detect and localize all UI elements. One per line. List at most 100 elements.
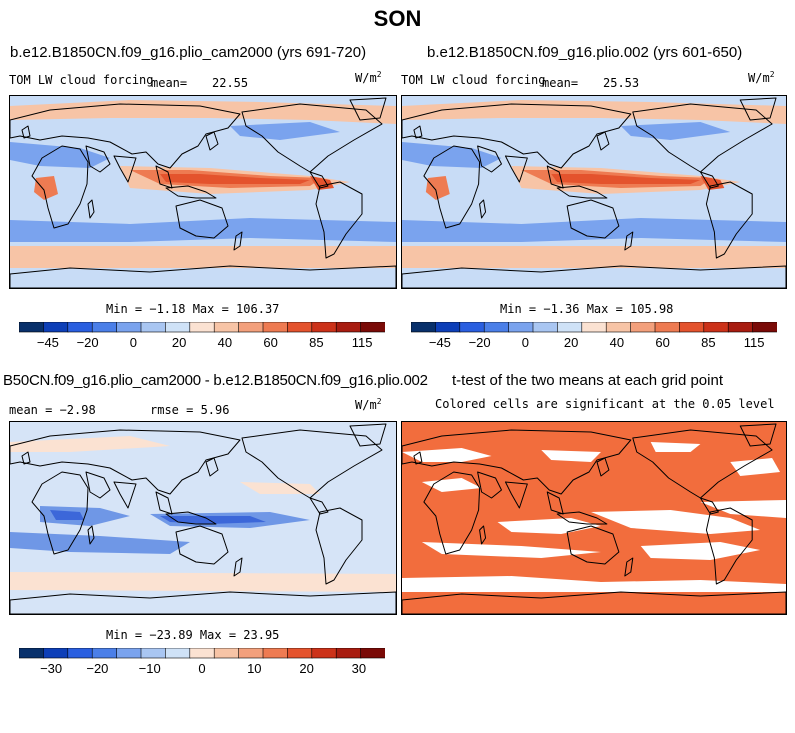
non-significant-region	[421, 542, 601, 558]
coastline-uk	[21, 125, 31, 139]
coastline-central-america	[699, 497, 719, 515]
colorbar-swatch	[238, 647, 264, 659]
panel1-min-max: Min = −1.18 Max = 106.37	[106, 302, 280, 316]
panel1-mean-value: 22.55	[212, 76, 249, 90]
colorbar-swatch	[67, 647, 93, 659]
coastline-greenland	[739, 97, 777, 121]
coastline-arabia	[477, 145, 502, 173]
colorbar-tick-label: 0	[130, 335, 137, 350]
colorbar-swatch	[360, 647, 386, 659]
coastline-south-america	[705, 181, 753, 259]
cloud-forcing-region	[620, 122, 731, 140]
coastline-africa	[31, 145, 89, 229]
coastline-india	[113, 155, 137, 183]
non-significant-region	[700, 500, 786, 518]
colorbar-swatch	[213, 647, 240, 659]
difference-region	[240, 482, 320, 494]
coastline-africa	[423, 145, 481, 229]
colorbar-swatch	[116, 647, 142, 659]
panel2-variable: TOM LW cloud forcing	[401, 73, 546, 87]
colorbar-swatch	[605, 321, 632, 333]
coastline-antarctica	[402, 591, 786, 614]
cloud-forcing-region	[10, 218, 396, 242]
coastline-se-asia	[155, 165, 173, 189]
colorbar-swatch	[727, 321, 754, 333]
coastline-new-zealand	[624, 557, 634, 577]
colorbar-tick-label: −20	[469, 335, 491, 350]
coastline-greenland	[349, 97, 387, 121]
figure-title: SON	[373, 6, 422, 31]
colorbar-swatch	[262, 321, 289, 333]
coastline-new-zealand	[233, 557, 243, 577]
coastline-antarctica	[402, 265, 786, 288]
colorbar-swatch	[581, 321, 608, 333]
coastline-australia	[566, 525, 620, 565]
colorbar-tick-label: 60	[655, 335, 669, 350]
coastline-japan	[205, 131, 219, 151]
panel1-map	[9, 95, 397, 289]
panel3-map	[9, 421, 397, 615]
colorbar-swatch	[165, 647, 191, 659]
cloud-forcing-region	[34, 176, 58, 200]
coastline-madagascar	[87, 525, 95, 545]
colorbar-swatch	[287, 321, 313, 333]
cloud-forcing-region	[402, 218, 786, 242]
panel1-mean-label: mean=	[151, 76, 188, 90]
colorbar-swatch	[189, 647, 216, 659]
coastline-arabia	[85, 471, 111, 499]
cloud-forcing-region	[402, 100, 786, 124]
colorbar-swatch	[165, 321, 191, 333]
panel3-title: B50CN.f09_g16.plio_cam2000 - b.e12.B1850…	[3, 372, 428, 389]
coastline-madagascar	[87, 199, 95, 219]
non-significant-region	[541, 450, 601, 462]
colorbar-tick-label: 115	[744, 335, 765, 350]
colorbar-swatch	[311, 647, 337, 659]
colorbar-swatch	[67, 321, 93, 333]
colorbar-tick-label: 40	[610, 335, 624, 350]
coastline-madagascar	[479, 199, 487, 219]
colorbar-swatch	[43, 321, 69, 333]
panel1-variable: TOM LW cloud forcing	[9, 73, 154, 87]
colorbar-tick-label: −20	[86, 661, 108, 676]
colorbar-swatch	[311, 321, 337, 333]
cloud-forcing-region	[425, 176, 450, 200]
colorbar-tick-label: 0	[198, 661, 205, 676]
colorbar-swatch	[18, 647, 45, 659]
coastline-south-america	[315, 507, 363, 585]
coastline-australia	[566, 199, 620, 239]
coastline-africa	[31, 471, 89, 555]
colorbar-swatch	[189, 321, 216, 333]
colorbar-tick-label: 20	[172, 335, 186, 350]
cloud-forcing-region	[402, 142, 502, 168]
panel1-map-svg	[10, 96, 396, 288]
colorbar-swatch	[238, 321, 264, 333]
panel2-map-svg	[402, 96, 786, 288]
colorbar-swatch	[752, 321, 778, 333]
colorbar-tick-label: 10	[247, 661, 261, 676]
coastline-south-america	[705, 507, 753, 585]
colorbar-tick-label: −45	[37, 335, 59, 350]
coastline-new-zealand	[624, 231, 634, 251]
difference-region	[160, 516, 266, 524]
cloud-forcing-region	[160, 174, 310, 184]
panel2-map	[401, 95, 787, 289]
panel3-rmse: rmse = 5.96	[150, 403, 230, 417]
coastline-japan	[596, 457, 610, 477]
colorbar-swatch	[483, 321, 510, 333]
colorbar-tick-label: −10	[139, 661, 161, 676]
colorbar-svg: −45 −20 0 20 40 60 85 115	[410, 321, 778, 350]
coastline-japan	[205, 457, 219, 477]
colorbar-tick-label: −45	[429, 335, 451, 350]
panel3-mean: mean = −2.98	[9, 403, 96, 417]
colorbar-tick-label: 60	[263, 335, 277, 350]
coastline-eurasia	[402, 103, 632, 169]
coastline-central-america	[309, 171, 329, 189]
coastline-arabia	[477, 471, 502, 499]
colorbar-swatch	[654, 321, 681, 333]
coastline-indonesia	[165, 511, 217, 525]
panel3-map-svg	[10, 422, 396, 614]
colorbar-swatch	[360, 321, 386, 333]
colorbar-swatch	[532, 321, 559, 333]
colorbar-tick-label: 115	[352, 335, 373, 350]
coastline-greenland	[739, 423, 777, 447]
